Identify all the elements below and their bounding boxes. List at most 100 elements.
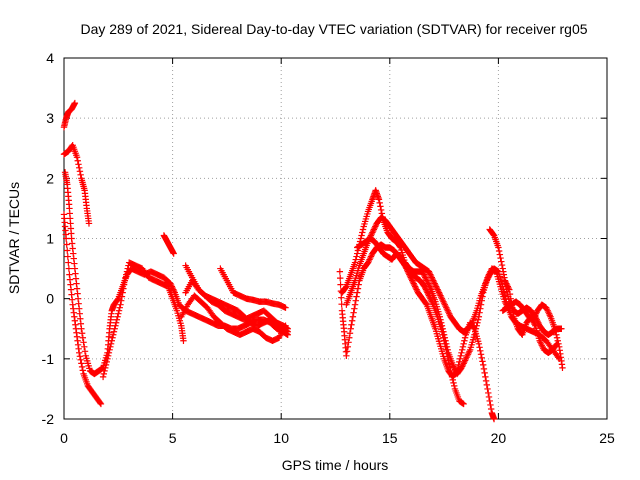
data-point (354, 289, 361, 296)
data-point (464, 352, 471, 360)
data-point (475, 340, 483, 347)
data-point (490, 415, 498, 423)
data-point (544, 307, 551, 314)
data-point (342, 284, 349, 291)
data-point (365, 257, 373, 265)
data-points (60, 99, 566, 423)
data-point (180, 337, 187, 344)
data-point (508, 304, 516, 311)
x-tick-label: 20 (491, 430, 507, 446)
data-point (123, 271, 130, 278)
data-point (438, 295, 446, 302)
data-point (400, 259, 407, 266)
data-point (527, 313, 535, 320)
data-point (337, 274, 344, 282)
data-point (443, 304, 450, 311)
data-point (450, 363, 457, 370)
data-point (435, 289, 443, 296)
data-point (436, 313, 443, 320)
data-point (351, 305, 358, 312)
data-point (344, 343, 352, 350)
data-point (456, 358, 463, 366)
data-point (101, 367, 108, 375)
data-point (410, 280, 417, 287)
data-point (409, 277, 416, 284)
data-point (107, 340, 115, 347)
data-point (367, 254, 374, 262)
data-point (352, 297, 359, 304)
data-point (456, 355, 464, 363)
data-point (426, 269, 433, 277)
data-point (170, 286, 177, 293)
data-point (440, 298, 447, 305)
data-point (407, 274, 414, 281)
data-point (536, 337, 543, 344)
data-point (427, 271, 434, 278)
data-point (401, 262, 409, 269)
data-point (434, 286, 441, 293)
data-point (543, 305, 551, 313)
data-point (532, 312, 539, 319)
data-point (114, 296, 121, 303)
data-point (503, 280, 510, 287)
data-point (474, 316, 482, 323)
series-s4 (60, 211, 105, 408)
data-point (412, 284, 420, 292)
data-point (359, 226, 367, 233)
data-point (455, 361, 462, 369)
data-point (480, 365, 488, 373)
data-point (423, 277, 430, 284)
data-point (466, 348, 473, 355)
data-point (107, 343, 114, 350)
data-point (116, 304, 123, 311)
y-tick-label: 4 (46, 50, 54, 66)
data-point (112, 322, 119, 329)
data-point (482, 377, 490, 385)
data-point (537, 339, 544, 346)
y-tick-label: -1 (42, 351, 55, 367)
data-point (462, 355, 470, 363)
data-point (85, 220, 93, 227)
data-point (545, 310, 553, 317)
data-point (411, 283, 419, 290)
data-point (424, 280, 432, 287)
data-point (437, 292, 444, 299)
series-s14 (354, 235, 498, 423)
data-point (486, 397, 493, 405)
series-s17 (501, 277, 561, 357)
data-point (359, 229, 366, 236)
data-point (115, 307, 123, 314)
data-point (442, 302, 449, 310)
data-point (443, 340, 450, 347)
data-point (422, 274, 429, 281)
y-axis-label: SDTVAR / TECUs (6, 182, 22, 294)
data-point (115, 310, 122, 317)
x-tick-label: 25 (599, 430, 615, 446)
data-point (420, 271, 428, 278)
data-point (426, 283, 433, 290)
data-point (103, 358, 110, 366)
data-point (284, 325, 291, 332)
data-point (444, 346, 451, 354)
data-point (477, 347, 484, 355)
data-point (539, 343, 546, 350)
data-point (347, 325, 354, 332)
data-point (401, 260, 408, 268)
data-point (78, 363, 86, 371)
data-point (364, 259, 372, 266)
data-point (397, 253, 404, 260)
data-point (120, 285, 127, 292)
data-point (495, 244, 502, 251)
data-point (482, 278, 490, 286)
data-point (375, 196, 383, 203)
data-point (102, 364, 109, 372)
data-point (496, 251, 504, 258)
data-point (554, 337, 561, 344)
data-point (429, 275, 436, 283)
data-point (430, 278, 438, 286)
data-point (351, 259, 359, 266)
data-point (411, 281, 418, 289)
data-point (485, 393, 493, 401)
data-point (438, 293, 445, 301)
data-point (408, 275, 415, 283)
